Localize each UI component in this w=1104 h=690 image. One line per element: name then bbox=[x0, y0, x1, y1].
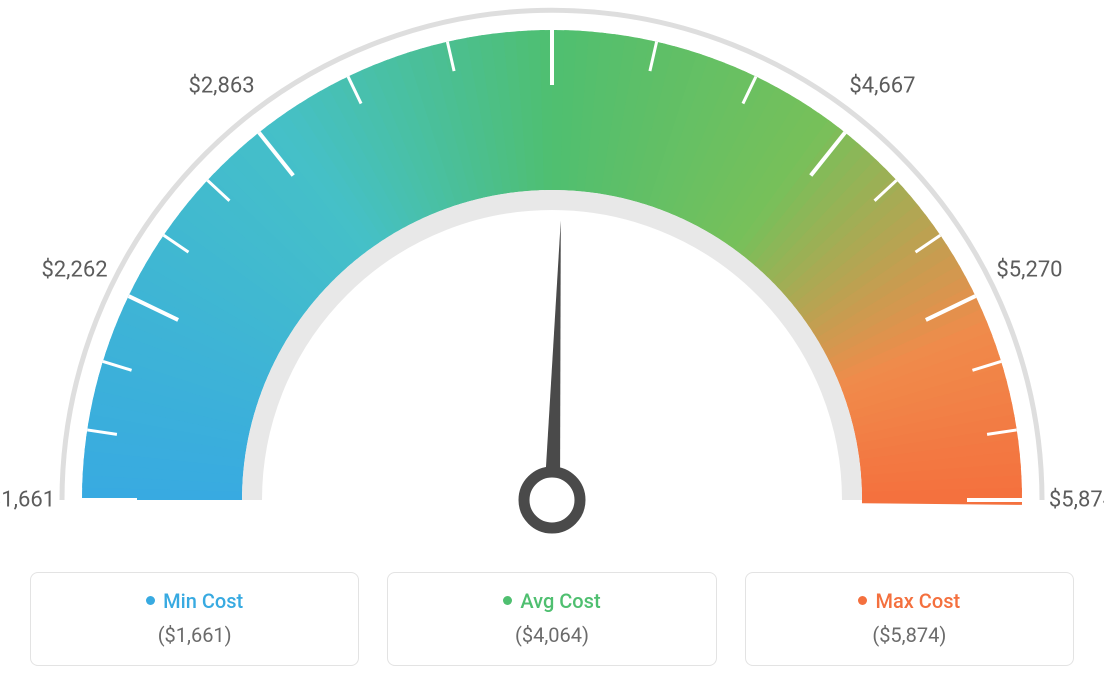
legend-value-min: ($1,661) bbox=[41, 623, 348, 647]
legend-title-avg: Avg Cost bbox=[398, 589, 705, 613]
legend-label-avg: Avg Cost bbox=[520, 589, 600, 613]
tick-label: $1,661 bbox=[0, 488, 55, 513]
tick-label: $5,874 bbox=[1049, 488, 1104, 513]
legend-box-min: Min Cost ($1,661) bbox=[30, 572, 359, 666]
gauge-chart: $1,661$2,262$2,863$4,064$4,667$5,270$5,8… bbox=[0, 0, 1104, 560]
tick-label: $2,863 bbox=[188, 73, 254, 98]
legend-label-max: Max Cost bbox=[875, 589, 960, 613]
legend-title-max: Max Cost bbox=[756, 589, 1063, 613]
legend-value-max: ($5,874) bbox=[756, 623, 1063, 647]
tick-label: $2,262 bbox=[41, 257, 107, 282]
legend-value-avg: ($4,064) bbox=[398, 623, 705, 647]
gauge-svg bbox=[0, 0, 1104, 560]
dot-icon-max bbox=[858, 596, 867, 605]
legend-title-min: Min Cost bbox=[41, 589, 348, 613]
legend-row: Min Cost ($1,661) Avg Cost ($4,064) Max … bbox=[0, 572, 1104, 666]
tick-label: $5,270 bbox=[996, 257, 1062, 282]
dot-icon-avg bbox=[503, 596, 512, 605]
dot-icon-min bbox=[146, 596, 155, 605]
tick-label: $4,667 bbox=[849, 73, 915, 98]
legend-box-max: Max Cost ($5,874) bbox=[745, 572, 1074, 666]
legend-box-avg: Avg Cost ($4,064) bbox=[387, 572, 716, 666]
legend-label-min: Min Cost bbox=[163, 589, 243, 613]
